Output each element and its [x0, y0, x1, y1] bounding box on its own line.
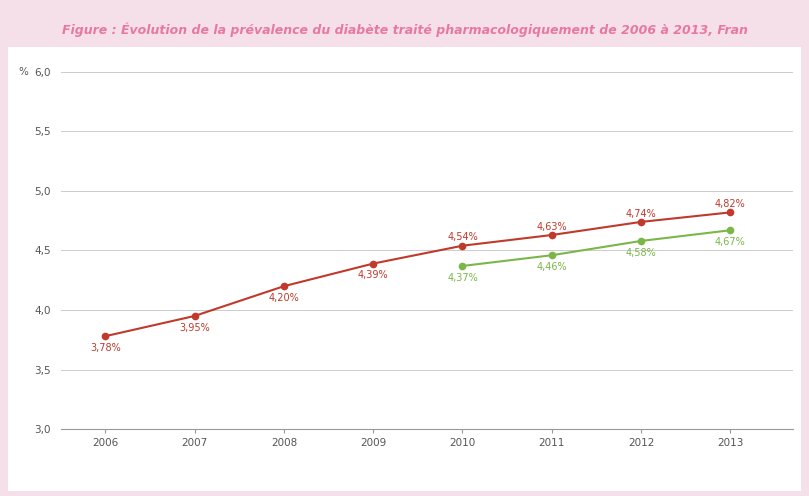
Text: 4,37%: 4,37%: [447, 273, 478, 283]
Text: 3,95%: 3,95%: [180, 323, 210, 333]
Text: 4,58%: 4,58%: [625, 248, 656, 258]
Text: 4,46%: 4,46%: [536, 262, 567, 272]
FancyBboxPatch shape: [0, 41, 809, 496]
Text: 4,82%: 4,82%: [715, 199, 746, 209]
Text: 4,39%: 4,39%: [358, 270, 388, 280]
Text: 4,54%: 4,54%: [447, 233, 478, 243]
Text: %: %: [19, 67, 28, 77]
Text: 4,67%: 4,67%: [715, 237, 746, 247]
Text: 4,63%: 4,63%: [536, 222, 567, 232]
Text: Figure : Évolution de la prévalence du diabète traité pharmacologiquement de 200: Figure : Évolution de la prévalence du d…: [61, 22, 748, 37]
Text: 4,20%: 4,20%: [269, 293, 299, 303]
Text: 4,74%: 4,74%: [625, 209, 656, 219]
Text: 3,78%: 3,78%: [90, 343, 121, 353]
